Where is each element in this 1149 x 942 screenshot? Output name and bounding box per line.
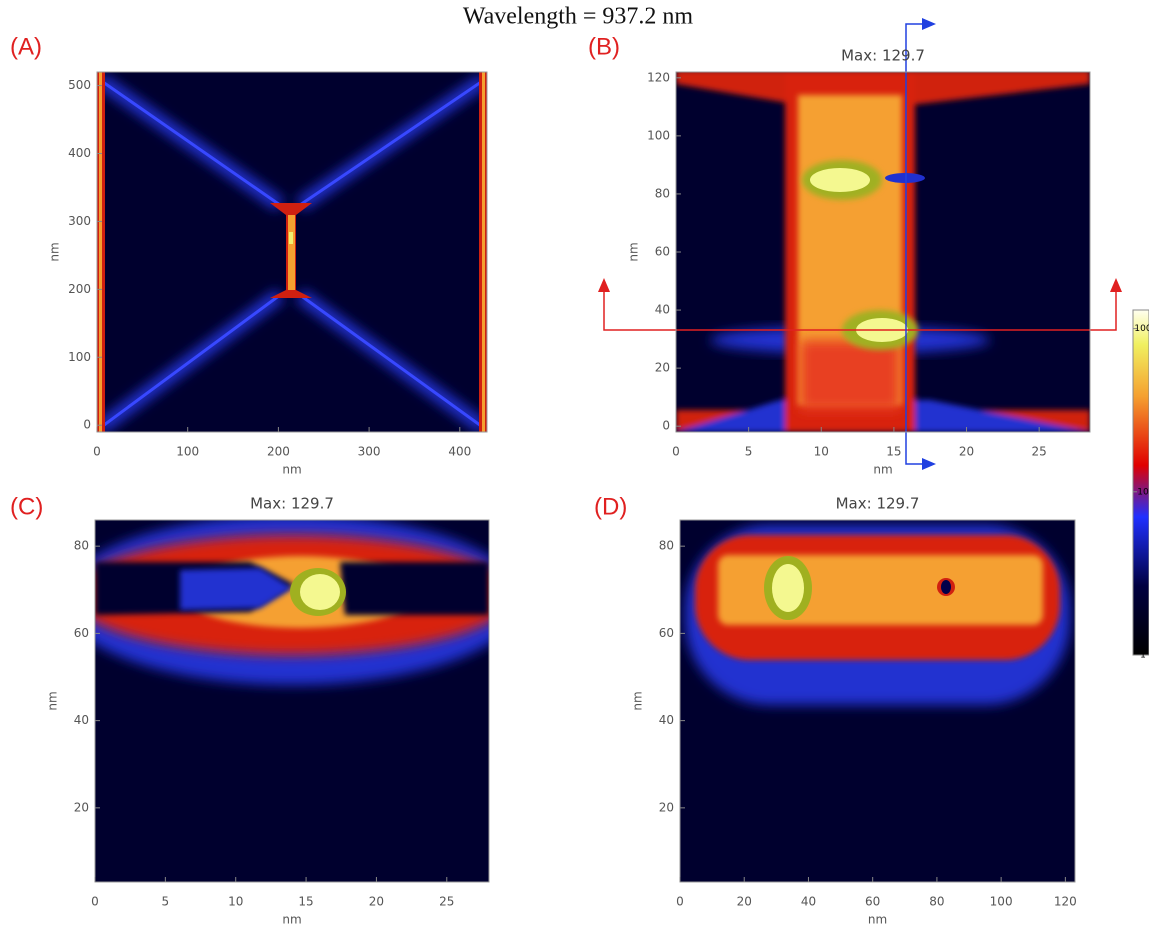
x-axis-label: nm bbox=[873, 463, 892, 477]
x-tick-label: 0 bbox=[672, 445, 680, 459]
y-tick-label: 80 bbox=[74, 539, 89, 553]
x-tick-label: 10 bbox=[814, 445, 829, 459]
y-tick-label: 200 bbox=[68, 282, 91, 296]
x-tick-label: 200 bbox=[267, 445, 290, 459]
y-tick-label: 100 bbox=[68, 350, 91, 364]
x-tick-label: 60 bbox=[865, 895, 880, 909]
x-tick-label: 400 bbox=[448, 445, 471, 459]
y-tick-label: 80 bbox=[655, 186, 670, 200]
y-axis-label: nm bbox=[631, 691, 645, 710]
x-axis-label: nm bbox=[282, 913, 301, 927]
y-tick-label: 60 bbox=[655, 245, 670, 259]
x-tick-label: 25 bbox=[1032, 445, 1047, 459]
y-tick-label: 60 bbox=[659, 626, 674, 640]
y-axis-label: nm bbox=[46, 691, 60, 710]
y-tick-label: 0 bbox=[83, 418, 91, 432]
x-tick-label: 300 bbox=[358, 445, 381, 459]
panel-subtitle: Max: 129.7 bbox=[250, 495, 334, 513]
y-tick-label: 120 bbox=[647, 70, 670, 84]
x-tick-label: 5 bbox=[745, 445, 753, 459]
x-tick-label: 0 bbox=[676, 895, 684, 909]
panel-subtitle: Max: 129.7 bbox=[841, 47, 925, 65]
y-tick-label: 300 bbox=[68, 214, 91, 228]
panel-label: (D) bbox=[594, 493, 627, 520]
y-tick-label: 40 bbox=[74, 713, 89, 727]
x-tick-label: 120 bbox=[1054, 895, 1077, 909]
y-axis-label: nm bbox=[627, 242, 641, 261]
x-tick-label: 15 bbox=[886, 445, 901, 459]
x-tick-label: 5 bbox=[162, 895, 170, 909]
y-tick-label: 20 bbox=[74, 800, 89, 814]
y-axis-label: nm bbox=[48, 242, 62, 261]
x-axis-label: nm bbox=[282, 463, 301, 477]
colorbar-tick-label: 1 bbox=[1140, 651, 1146, 661]
colorbar bbox=[1132, 309, 1149, 656]
plot-frame bbox=[96, 71, 488, 433]
x-tick-label: 20 bbox=[737, 895, 752, 909]
plot-frame bbox=[679, 519, 1076, 883]
panel-label: (A) bbox=[10, 33, 42, 60]
x-tick-label: 40 bbox=[801, 895, 816, 909]
panel-subtitle: Max: 129.7 bbox=[836, 495, 920, 513]
y-tick-label: 100 bbox=[647, 128, 670, 142]
x-tick-label: 0 bbox=[91, 895, 99, 909]
x-axis-label: nm bbox=[868, 913, 887, 927]
y-tick-label: 20 bbox=[659, 800, 674, 814]
y-tick-label: 500 bbox=[68, 78, 91, 92]
y-tick-label: 20 bbox=[655, 361, 670, 375]
field-map-c bbox=[95, 520, 489, 882]
panel-label: (C) bbox=[10, 493, 43, 520]
panel-label: (B) bbox=[588, 33, 620, 60]
x-tick-label: 80 bbox=[929, 895, 944, 909]
x-tick-label: 0 bbox=[93, 445, 101, 459]
y-tick-label: 400 bbox=[68, 146, 91, 160]
y-tick-label: 40 bbox=[655, 303, 670, 317]
x-tick-label: 15 bbox=[298, 895, 313, 909]
y-tick-label: 80 bbox=[659, 539, 674, 553]
y-tick-label: 60 bbox=[74, 626, 89, 640]
x-tick-label: 20 bbox=[959, 445, 974, 459]
colorbar-tick-label: 100 bbox=[1134, 324, 1149, 334]
x-tick-label: 20 bbox=[369, 895, 384, 909]
x-tick-label: 100 bbox=[176, 445, 199, 459]
figure-title: Wavelength = 937.2 nm bbox=[463, 4, 694, 30]
field-map-b bbox=[676, 72, 1090, 432]
field-map-d bbox=[680, 520, 1075, 882]
y-tick-label: 40 bbox=[659, 713, 674, 727]
x-tick-label: 10 bbox=[228, 895, 243, 909]
colorbar-tick-label: 10 bbox=[1137, 487, 1149, 497]
cut-markers bbox=[598, 18, 1122, 470]
y-tick-label: 0 bbox=[662, 419, 670, 433]
x-tick-label: 25 bbox=[439, 895, 454, 909]
plot-frame bbox=[94, 519, 490, 883]
field-map-a bbox=[97, 72, 487, 432]
x-tick-label: 100 bbox=[990, 895, 1013, 909]
